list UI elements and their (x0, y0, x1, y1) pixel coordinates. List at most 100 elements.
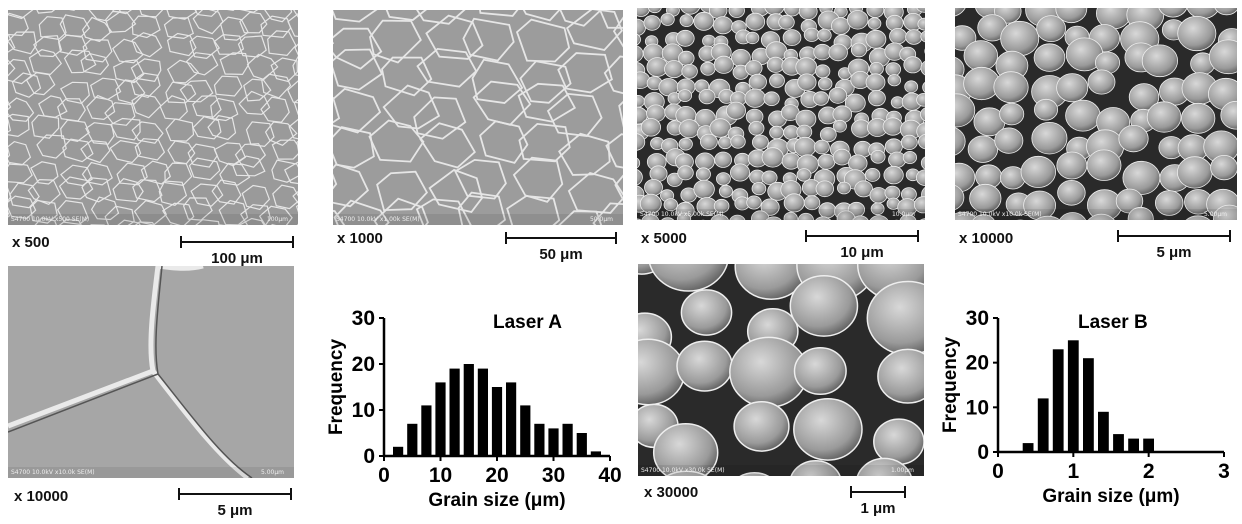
scale-bar-g (850, 486, 906, 498)
x-tick-label: 30 (542, 464, 565, 487)
histogram-bar (1113, 434, 1124, 452)
histogram-bar (1143, 439, 1154, 452)
y-tick-label: 0 (363, 445, 375, 468)
histogram-bar (421, 405, 431, 456)
x-tick-label: 2 (1143, 460, 1155, 483)
x-tick-label: 0 (378, 464, 390, 487)
sem-info-bar: S4700 10.0kV x10.0k SE(M) 5.00μm (955, 209, 1237, 220)
chart-title: Laser B (1078, 312, 1148, 333)
x-tick-label: 0 (992, 460, 1004, 483)
sem-info-scale: 10.0μm (892, 209, 915, 220)
scale-label-g: 1 μm (842, 500, 914, 517)
histogram-bar (548, 428, 558, 456)
sem-image-e: S4700 10.0kV x10.0k SE(M) 5.00μm (8, 266, 294, 478)
x-axis-label: Grain size (μm) (428, 490, 565, 511)
sem-image-c: S4700 10.0kV x5.00k SE(M) 10.0μm (637, 8, 925, 220)
x-tick-label: 40 (598, 464, 621, 487)
histogram-laser-b: 0 10 20 30 0 1 2 3 Laser B Grain size (μm) Frequen… (928, 290, 1242, 519)
histogram-bar (520, 405, 530, 456)
y-tick-label: 10 (966, 396, 989, 419)
scale-label-b: 50 μm (505, 246, 617, 263)
sem-texture (8, 266, 294, 478)
histogram-bar (478, 369, 488, 456)
sem-info-bar: S4700 10.0kV x10.0k SE(M) 5.00μm (8, 467, 294, 478)
histogram-bar (534, 424, 544, 456)
y-tick-label: 30 (352, 307, 375, 330)
histogram-bar (591, 451, 601, 456)
x-axis-label: Grain size (μm) (1042, 486, 1179, 507)
histogram-bar (464, 364, 474, 456)
magnification-label-e: x 10000 (14, 488, 68, 505)
magnification-label-d: x 10000 (959, 230, 1013, 247)
histogram-bar (1023, 443, 1034, 452)
histogram-bar (1038, 398, 1049, 452)
y-tick-label: 0 (977, 441, 989, 464)
sem-image-b: S4700 10.0kV x1.00k SE(M) 50.0μm (333, 10, 623, 225)
histogram-bar (435, 382, 445, 456)
sem-image-d: S4700 10.0kV x10.0k SE(M) 5.00μm (955, 8, 1237, 220)
sem-info-text: S4700 10.0kV x5.00k SE(M) (640, 211, 724, 218)
y-tick-label: 20 (352, 353, 375, 376)
sem-texture (955, 8, 1237, 220)
histogram-bar (1098, 412, 1109, 452)
histogram-bar (577, 433, 587, 456)
y-axis-label: Frequency (940, 337, 961, 434)
magnification-label-b: x 1000 (337, 230, 383, 247)
sem-info-text: S4700 10.0kV x10.0k SE(M) (11, 469, 95, 476)
histogram-bar (407, 424, 417, 456)
sem-info-scale: 5.00μm (261, 467, 284, 478)
histogram-bar (1053, 349, 1064, 452)
y-axis-label: Frequency (326, 339, 347, 436)
sem-texture (333, 10, 623, 225)
y-tick-label: 10 (352, 399, 375, 422)
scale-bar-b (505, 232, 617, 244)
magnification-label-g: x 30000 (644, 484, 698, 501)
sem-info-scale: 100μm (267, 214, 288, 225)
scale-label-c: 10 μm (805, 244, 919, 261)
sem-info-bar: S4700 10.0kV x30.0k SE(M) 1.00μm (638, 465, 924, 476)
x-tick-label: 3 (1218, 460, 1230, 483)
scale-bar-a (180, 236, 294, 248)
x-tick-label: 1 (1067, 460, 1079, 483)
sem-info-bar: S4700 10.0kV x5.00k SE(M) 10.0μm (637, 209, 925, 220)
scale-bar-d (1117, 230, 1231, 242)
sem-texture (638, 264, 924, 476)
histogram-bar (1083, 358, 1094, 452)
histogram-laser-a: 0 10 20 30 0 10 20 30 40 Laser A Grain size (μm) Fr… (308, 290, 628, 519)
scale-label-a: 100 μm (180, 250, 294, 267)
scale-bar-c (805, 230, 919, 242)
chart-title: Laser A (493, 312, 562, 333)
sem-texture (8, 10, 298, 225)
sem-panel-c: S4700 10.0kV x5.00k SE(M) 10.0μm x 5000 1… (637, 8, 927, 264)
sem-info-bar: S4700 10.0kV x500 SE(M) 100μm (8, 214, 298, 225)
y-tick-label: 30 (966, 307, 989, 330)
sem-panel-b: S4700 10.0kV x1.00k SE(M) 50.0μm x 1000 5… (333, 10, 623, 266)
sem-info-scale: 1.00μm (891, 465, 914, 476)
sem-info-text: S4700 10.0kV x1.00k SE(M) (336, 216, 420, 223)
histogram-bar (1128, 439, 1139, 452)
histogram-bar (506, 382, 516, 456)
sem-texture (637, 8, 925, 220)
y-tick-label: 20 (966, 352, 989, 375)
scale-label-d: 5 μm (1117, 244, 1231, 261)
magnification-label-c: x 5000 (641, 230, 687, 247)
sem-info-scale: 5.00μm (1204, 209, 1227, 220)
histogram-laser-a-svg: 0 10 20 30 0 10 20 30 40 Laser A Grain size (μm) Fr… (308, 290, 628, 519)
sem-info-text: S4700 10.0kV x500 SE(M) (11, 216, 89, 223)
sem-info-text: S4700 10.0kV x30.0k SE(M) (641, 467, 725, 474)
sem-panel-e: S4700 10.0kV x10.0k SE(M)5.00μm x 10000 … (8, 266, 298, 519)
histogram-bar (563, 424, 573, 456)
sem-info-text: S4700 10.0kV x10.0k SE(M) (958, 211, 1042, 218)
histogram-laser-b-svg: 0 10 20 30 0 1 2 3 Laser B Grain size (μm) Frequen… (928, 290, 1242, 519)
magnification-label-a: x 500 (12, 234, 50, 251)
sem-info-scale: 50.0μm (590, 214, 613, 225)
histogram-bar (450, 369, 460, 456)
x-tick-label: 10 (429, 464, 452, 487)
x-tick-label: 20 (485, 464, 508, 487)
sem-image-a: S4700 10.0kV x500 SE(M) 100μm (8, 10, 298, 225)
scale-label-e: 5 μm (178, 502, 292, 519)
sem-panel-d: S4700 10.0kV x10.0k SE(M)5.00μm x 10000 … (955, 8, 1240, 264)
scale-bar-e (178, 488, 292, 500)
histogram-bar (492, 387, 502, 456)
sem-info-bar: S4700 10.0kV x1.00k SE(M) 50.0μm (333, 214, 623, 225)
